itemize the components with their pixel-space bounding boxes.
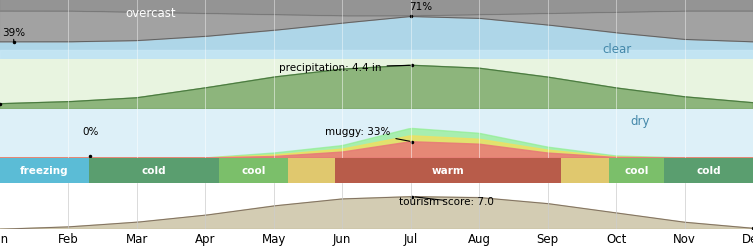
Text: 71%: 71% [410,2,432,17]
Text: 39%: 39% [2,27,26,43]
Bar [219,158,288,183]
Text: cool: cool [241,166,266,176]
Text: cold: cold [697,166,721,176]
Text: clear: clear [603,43,632,56]
Text: freezing: freezing [20,166,69,176]
Text: 0%: 0% [82,126,99,136]
Bar [561,158,609,183]
Bar [664,158,753,183]
Text: precipitation: 4.4 in: precipitation: 4.4 in [279,63,410,73]
Text: cool: cool [624,166,649,176]
Text: dry: dry [630,115,650,128]
Text: overcast: overcast [125,7,176,20]
Bar [335,158,561,183]
Text: warm: warm [432,166,465,176]
Text: muggy: 33%: muggy: 33% [325,127,410,142]
Text: cold: cold [142,166,166,176]
Text: tourism score: 7.0: tourism score: 7.0 [399,196,494,206]
Bar [288,158,335,183]
Bar [609,158,664,183]
Bar [0,158,89,183]
Bar [89,158,219,183]
